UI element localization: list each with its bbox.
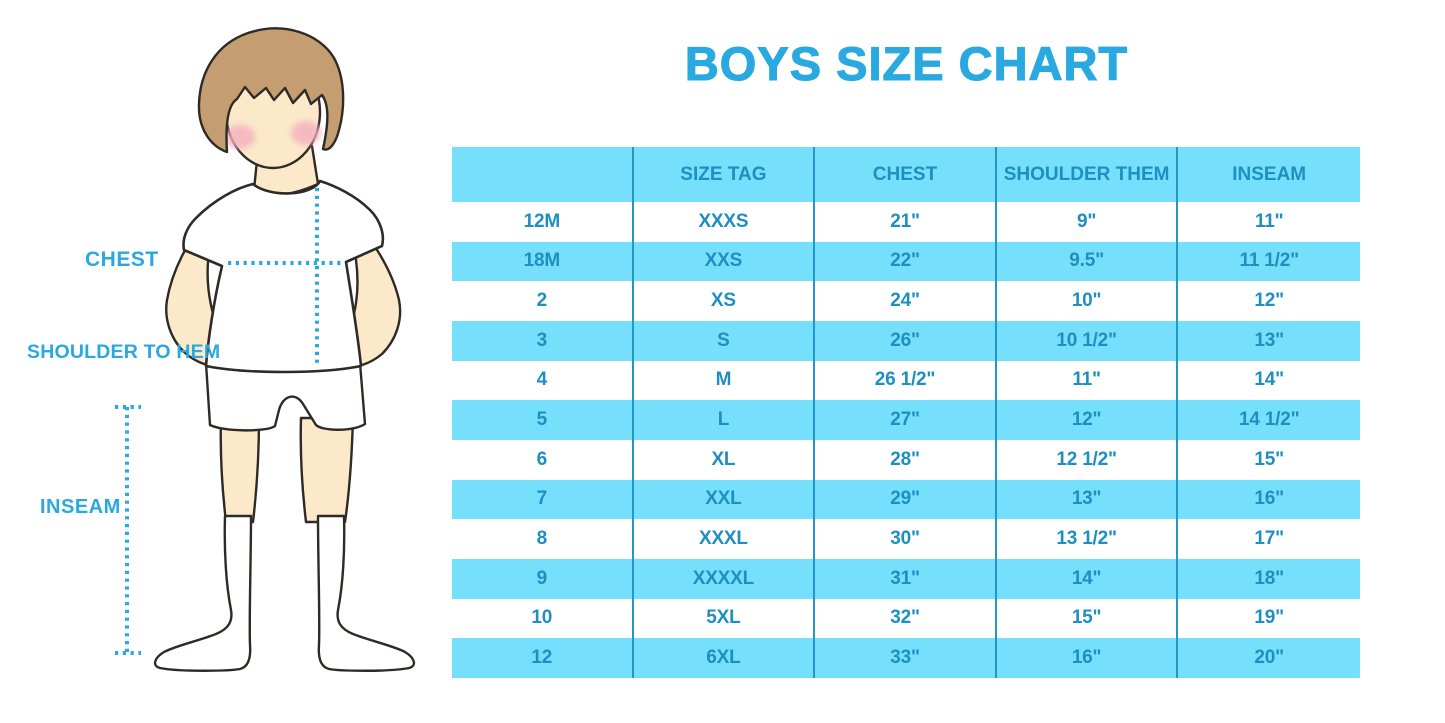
table-cell: 11" [997,360,1179,401]
chest-label: CHEST [85,248,159,271]
table-cell: XXL [634,479,816,520]
shoulder-to-hem-label: SHOULDER TO HEM [27,341,221,363]
header-cell-blank [452,147,634,202]
header-cell-shoulder: SHOULDER THEM [997,147,1179,202]
hair [197,27,345,154]
table-cell: 31" [815,558,997,599]
table-row: 10 5XL 32" 15" 19" [452,598,1360,639]
boy-illustration [115,27,416,672]
header-cell-chest: CHEST [815,147,997,202]
cheeks [225,121,321,149]
table-cell: 10" [997,281,1179,321]
table-row: 6 XL 28" 12 1/2" 15" [452,439,1360,480]
table-cell: XS [634,281,816,321]
table-cell: 14" [1254,369,1284,391]
table-cell: 12" [1254,290,1284,312]
table-cell: M [634,360,816,401]
table-cell: S [634,320,816,361]
table-cell: 15" [997,598,1179,639]
table-cell: 4 [452,360,634,401]
table-cell: 13 1/2" [997,519,1179,559]
table-cell: 22" [815,241,997,282]
table-cell: 13" [1254,329,1284,351]
page-title: BOYS SIZE CHART [684,36,1129,90]
table-row: 12 6XL 33" 16" 20" [452,638,1360,678]
header-cell-inseam: INSEAM [1232,163,1307,185]
table-cell: 9 [452,558,634,599]
table-row: 4 M 26 1/2" 11" 14" [452,360,1360,401]
table-cell: 18M [452,241,634,282]
size-table: SIZE TAG CHEST SHOULDER THEM INSEAM 12M X… [452,147,1360,678]
table-cell: L [634,400,816,440]
table-cell: 17" [1254,528,1284,550]
measurement-guides [115,188,345,655]
table-cell: 15" [1254,448,1284,470]
table-cell: 26" [815,320,997,361]
table-cell: 19" [1254,607,1284,629]
table-cell: 20" [1254,647,1284,669]
table-cell: 5 [452,400,634,440]
table-row: 3 S 26" 10 1/2" 13" [452,320,1360,361]
table-cell: 27" [815,400,997,440]
table-cell: XXXXL [634,558,816,599]
table-row: 12M XXXS 21" 9" 11" [452,202,1360,242]
table-header-row: SIZE TAG CHEST SHOULDER THEM INSEAM [452,147,1360,202]
table-cell: XXXS [634,202,816,242]
inseam-label: INSEAM [40,496,121,518]
table-cell: 30" [815,519,997,559]
table-row: 7 XXL 29" 13" 16" [452,479,1360,520]
table-cell: 12 1/2" [997,439,1179,480]
table-cell: 11" [1254,210,1284,232]
table-cell: 12M [452,202,634,242]
table-cell: 16" [1254,488,1284,510]
table-cell: 10 1/2" [997,320,1179,361]
table-row: 5 L 27" 12" 14 1/2" [452,400,1360,440]
table-cell: 11 1/2" [1239,250,1300,272]
table-cell: 9" [997,202,1179,242]
header-cell-size-tag: SIZE TAG [634,147,816,202]
table-cell: 12 [452,638,634,678]
size-table-body: 12M XXXS 21" 9" 11" 18M XXS 22" 9.5" 11 1/2" 2 XS 24… [452,202,1360,678]
table-cell: 28" [815,439,997,480]
table-cell: 6 [452,439,634,480]
table-row: 9 XXXXL 31" 14" 18" [452,558,1360,599]
table-cell: 8 [452,519,634,559]
t-shirt [182,179,385,374]
table-cell: 32" [815,598,997,639]
table-cell: 5XL [634,598,816,639]
table-cell: XXXL [634,519,816,559]
table-cell: XXS [634,241,816,282]
table-cell: XL [634,439,816,480]
legs [219,416,355,524]
table-cell: 10 [452,598,634,639]
table-cell: 6XL [634,638,816,678]
table-cell: 18" [1254,567,1284,589]
table-cell: 2 [452,281,634,321]
table-cell: 26 1/2" [815,360,997,401]
table-cell: 3 [452,320,634,361]
table-cell: 24" [815,281,997,321]
table-row: 18M XXS 22" 9.5" 11 1/2" [452,241,1360,282]
table-cell: 12" [997,400,1179,440]
table-cell: 16" [997,638,1179,678]
table-row: 2 XS 24" 10" 12" [452,281,1360,321]
socks [153,514,416,672]
table-cell: 13" [997,479,1179,520]
table-cell: 29" [815,479,997,520]
table-cell: 14 1/2" [1238,409,1300,431]
table-cell: 21" [815,202,997,242]
table-cell: 7 [452,479,634,520]
table-cell: 33" [815,638,997,678]
table-row: 8 XXXL 30" 13 1/2" 17" [452,519,1360,559]
table-cell: 9.5" [997,241,1179,282]
table-cell: 14" [997,558,1179,599]
